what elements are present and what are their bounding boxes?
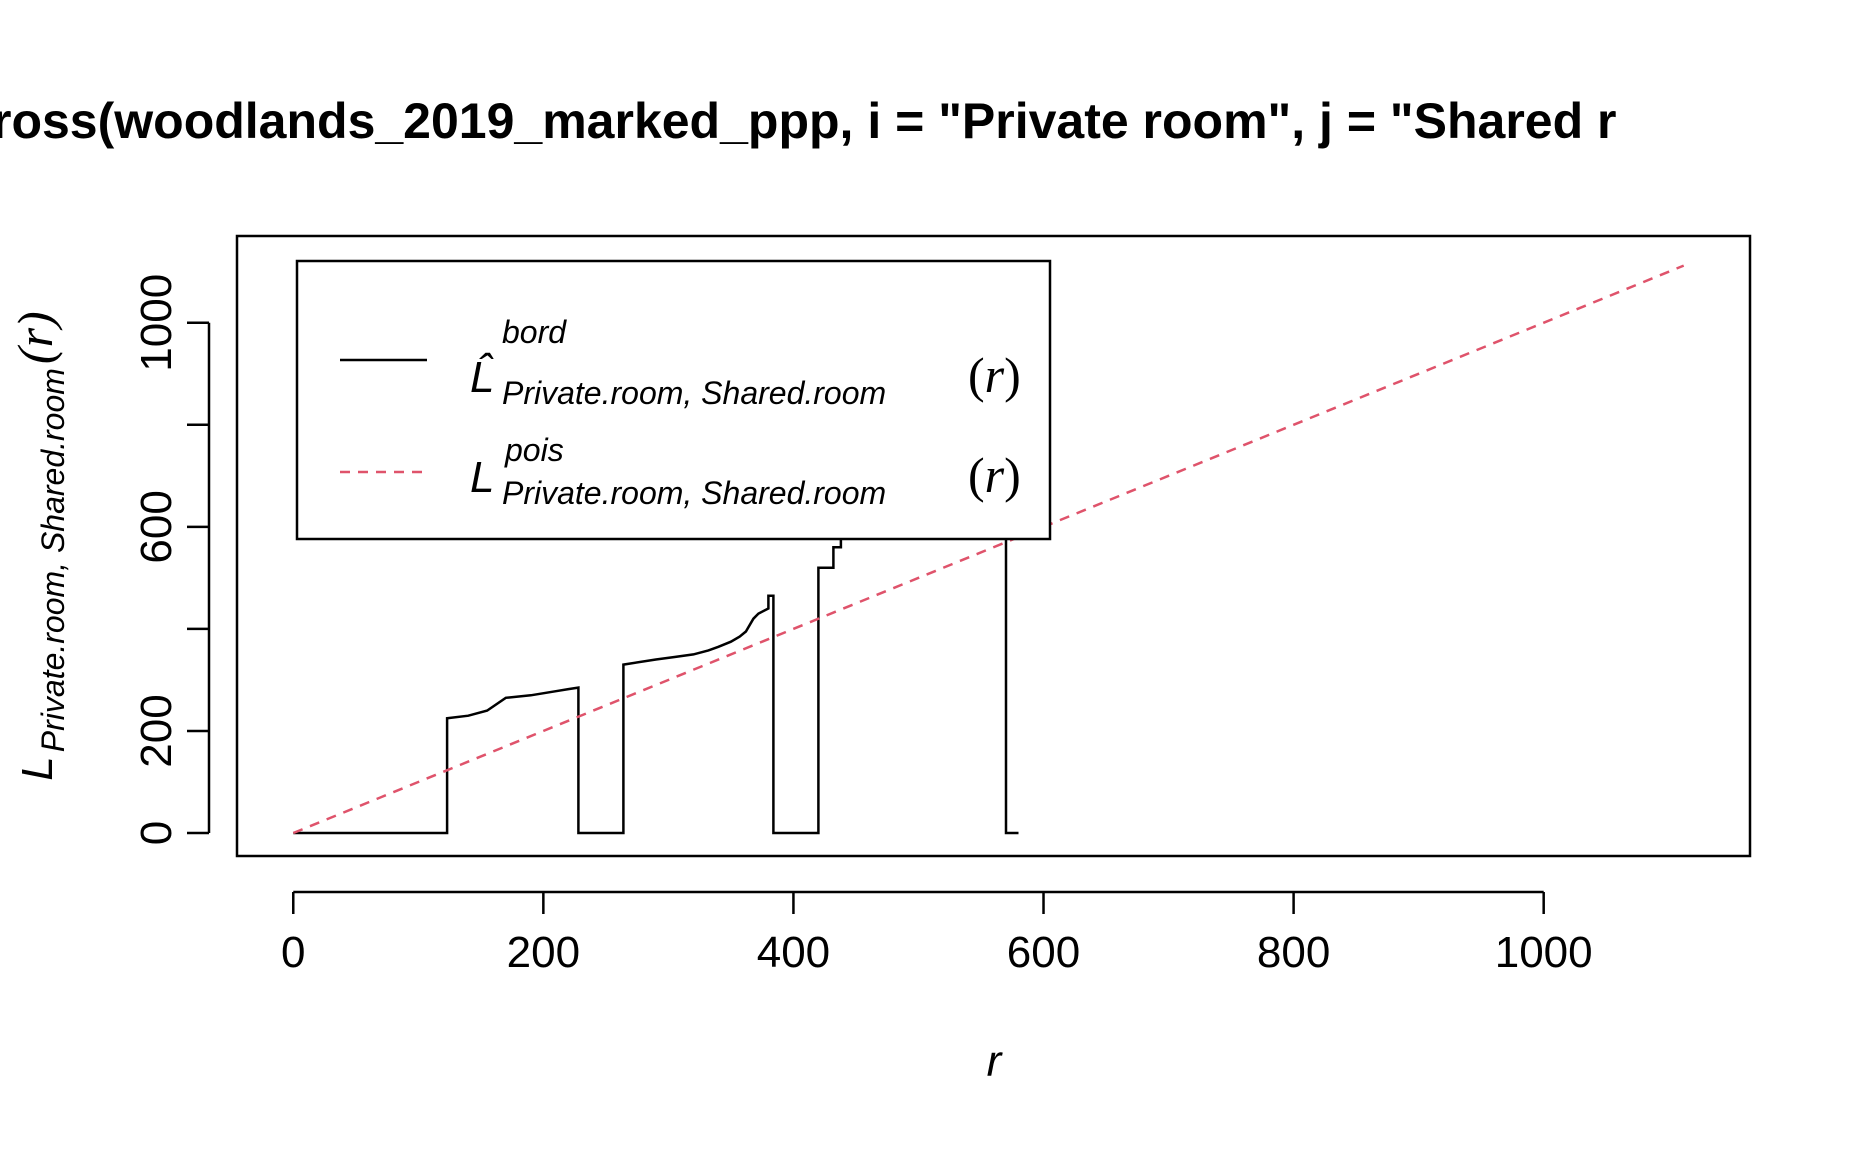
legend-bord-open: (: [968, 347, 985, 403]
legend-bord-sub: Private.room, Shared.room: [502, 375, 886, 411]
legend-pois-main: L: [470, 453, 494, 502]
x-tick-label: 600: [1007, 928, 1080, 977]
x-axis-label: r: [987, 1037, 1004, 1086]
legend-bord-close: ): [1004, 347, 1021, 403]
legend-entry-pois: L pois Private.room, Shared.room (r): [470, 432, 1021, 511]
x-axis: 0 200 400 600 800 1000: [281, 890, 1593, 977]
plot-frame: [235, 234, 1752, 858]
y-tick-label: 600: [132, 490, 181, 563]
legend-bord-r: r: [985, 347, 1005, 403]
legend-bord-sup: bord: [502, 314, 567, 350]
legend-pois-open: (: [968, 447, 985, 503]
legend-pois-r: r: [985, 447, 1005, 503]
y-tick-label: 1000: [132, 274, 181, 372]
y-tick-label: 200: [132, 694, 181, 767]
y-axis-label: L Private.room, Shared.room (r): [7, 311, 71, 780]
y-axis-label-arg: (r): [7, 311, 63, 364]
legend-pois-sup: pois: [504, 432, 564, 468]
chart-title: ross(woodlands_2019_marked_ppp, i = "Pri…: [0, 93, 1617, 149]
series-line-pois: [292, 264, 1685, 835]
legend: L̂ bord Private.room, Shared.room (r) L …: [295, 259, 1052, 541]
legend-box: [295, 259, 1052, 541]
y-axis-label-main: L: [13, 756, 62, 780]
x-tick-label: 800: [1257, 928, 1330, 977]
legend-pois-close: ): [1004, 447, 1021, 503]
y-axis: 0 200 600 1000: [132, 274, 211, 845]
y-tick-label: 0: [132, 821, 181, 845]
x-tick-label: 200: [507, 928, 580, 977]
x-tick-label: 0: [281, 928, 305, 977]
legend-entry-bord: L̂ bord Private.room, Shared.room (r): [470, 314, 1021, 411]
legend-pois-sub: Private.room, Shared.room: [502, 475, 886, 511]
x-tick-label: 400: [757, 928, 830, 977]
legend-bord-main: L̂: [470, 352, 494, 402]
x-tick-label: 1000: [1495, 928, 1593, 977]
svg-text:L Private.room, Shared.r: L Private.room, Shared.room (r): [7, 311, 71, 780]
y-axis-label-subscript: Private.room, Shared.room: [35, 368, 71, 752]
